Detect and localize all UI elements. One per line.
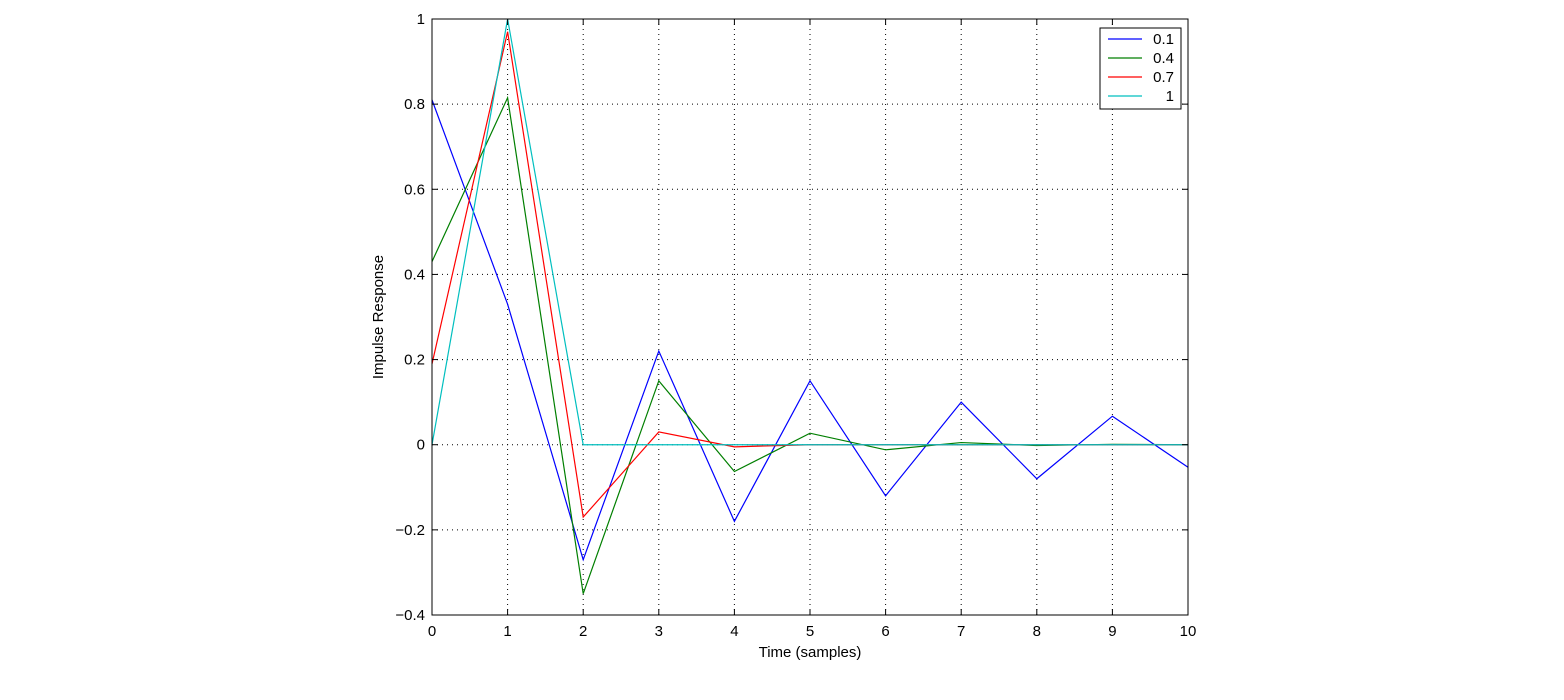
x-tick-label: 7 [957, 623, 965, 640]
axis-ticks [431, 18, 1189, 616]
series-lines [431, 18, 1189, 594]
x-tick-label: 8 [1033, 623, 1041, 640]
x-axis-label: Time (samples) [759, 644, 862, 661]
series-line-0.1 [431, 99, 1189, 562]
x-tick-label: 5 [806, 623, 814, 640]
y-tick-label: 0.6 [404, 181, 425, 198]
x-tick-label: 2 [579, 623, 587, 640]
x-tick-label: 4 [730, 623, 738, 640]
legend-label: 0.1 [1153, 31, 1174, 48]
x-tick-label: 10 [1180, 623, 1197, 640]
x-tick-label: 0 [428, 623, 436, 640]
y-tick-label: −0.4 [395, 607, 425, 624]
legend: 0.1 0.4 0.7 1 [1099, 27, 1182, 110]
y-tick-label: 0 [417, 437, 425, 454]
y-tick-label: 1 [417, 11, 425, 28]
y-tick-label: −0.2 [395, 522, 425, 539]
x-tick-label: 6 [881, 623, 889, 640]
y-tick-label: 0.4 [404, 266, 425, 283]
x-tick-label: 9 [1108, 623, 1116, 640]
y-tick-label: 0.8 [404, 96, 425, 113]
y-tick-label: 0.2 [404, 352, 425, 369]
plot-background [432, 19, 1188, 615]
series-line-1 [431, 18, 1188, 446]
x-tick-label: 3 [655, 623, 663, 640]
legend-label: 1 [1166, 88, 1174, 105]
y-axis-label: Impulse Response [370, 255, 387, 379]
legend-label: 0.4 [1153, 50, 1174, 67]
x-tick-labels: 0 1 2 3 4 5 6 7 8 9 10 [428, 623, 1197, 640]
x-tick-label: 1 [503, 623, 511, 640]
y-tick-labels: −0.4 −0.2 0 0.2 0.4 0.6 0.8 1 [395, 11, 425, 624]
legend-label: 0.7 [1153, 69, 1174, 86]
